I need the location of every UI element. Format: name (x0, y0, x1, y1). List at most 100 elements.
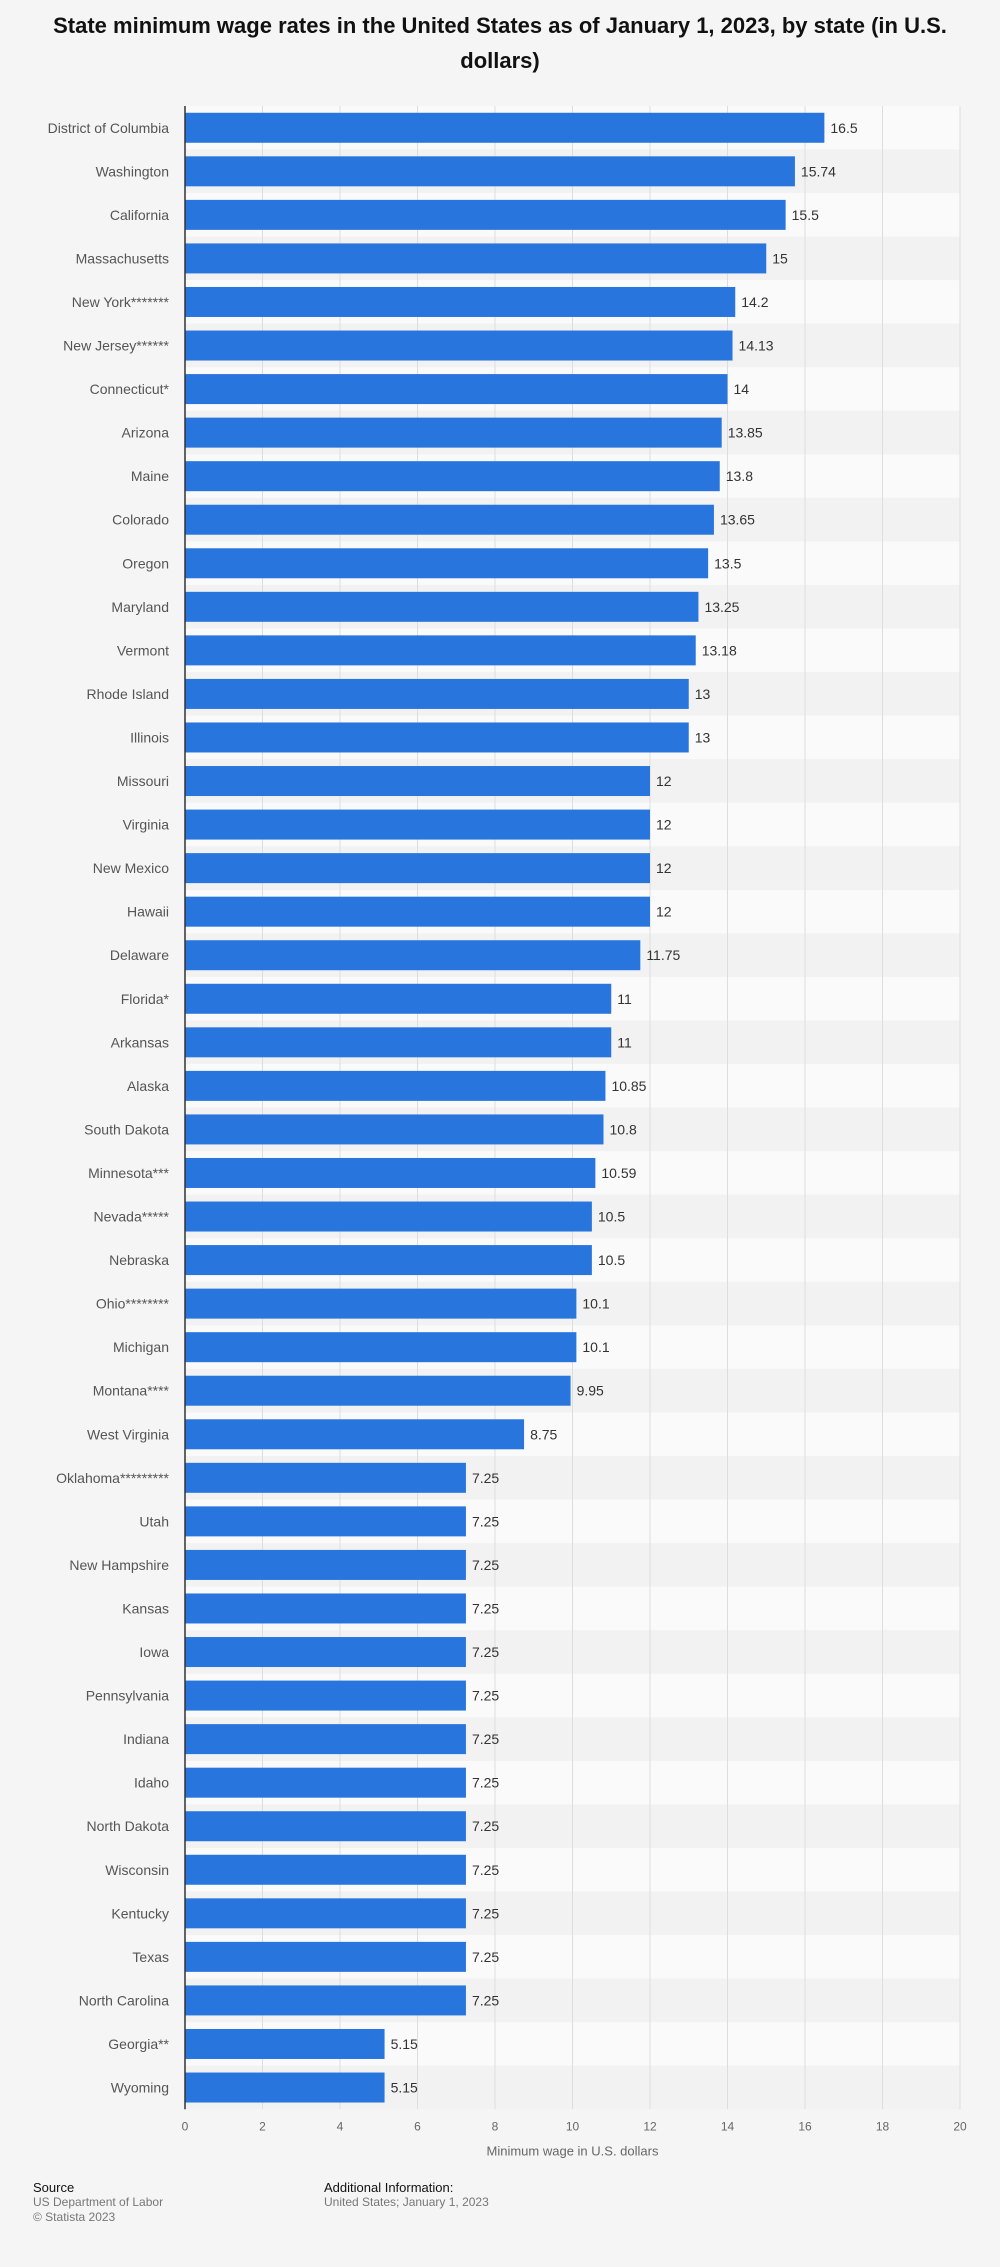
category-label: Illinois (130, 729, 169, 745)
category-label: New Hampshire (69, 1557, 169, 1573)
value-label: 13.25 (704, 599, 739, 615)
bar (185, 1854, 466, 1885)
bar (185, 1680, 466, 1711)
value-label: 10.8 (610, 1121, 637, 1137)
category-label: Montana**** (93, 1383, 170, 1399)
category-label: Vermont (117, 642, 169, 658)
category-label: Massachusetts (76, 250, 169, 266)
bar (185, 2072, 385, 2103)
bar (185, 1985, 466, 2016)
category-label: Wisconsin (105, 1862, 169, 1878)
additional-info-block: Additional Information: United States; J… (324, 2180, 489, 2210)
bar (185, 1462, 466, 1493)
value-label: 7.25 (472, 1818, 499, 1834)
category-label: Missouri (117, 773, 169, 789)
category-label: Michigan (113, 1339, 169, 1355)
category-label: Oklahoma********* (56, 1470, 169, 1486)
bar (185, 2028, 385, 2059)
category-label: California (110, 207, 169, 223)
bar (185, 1114, 604, 1145)
x-tick-label: 8 (492, 2119, 499, 2133)
category-label: Wyoming (111, 2080, 169, 2096)
bar (185, 417, 722, 448)
value-label: 11.75 (646, 947, 680, 963)
bar (185, 461, 720, 492)
x-tick-label: 14 (721, 2119, 735, 2133)
value-label: 7.25 (472, 1949, 499, 1965)
value-label: 14 (734, 381, 750, 397)
category-label: North Carolina (79, 1992, 169, 2008)
chart-title: State minimum wage rates in the United S… (53, 13, 947, 73)
bar (185, 1027, 612, 1058)
source-block: Source US Department of Labor © Statista… (33, 2180, 163, 2225)
category-label: Nevada***** (94, 1209, 170, 1225)
bar (185, 1549, 466, 1580)
value-label: 10.1 (582, 1296, 609, 1312)
value-label: 7.25 (472, 1862, 499, 1878)
category-label: Maryland (111, 599, 169, 615)
category-label: Georgia** (108, 2036, 169, 2052)
category-label: Alaska (127, 1078, 169, 1094)
bar (185, 1288, 577, 1319)
bar (185, 722, 689, 753)
category-label: Arizona (122, 425, 170, 441)
category-label: New Mexico (93, 860, 169, 876)
category-label: Idaho (134, 1775, 169, 1791)
value-label: 15.74 (801, 163, 836, 179)
bar (185, 156, 795, 187)
value-label: 9.95 (577, 1383, 604, 1399)
bar (185, 1593, 466, 1624)
category-label: Virginia (123, 817, 170, 833)
value-label: 12 (656, 904, 672, 920)
category-label: Iowa (139, 1644, 169, 1660)
bar (185, 112, 825, 143)
category-label: Colorado (112, 512, 169, 528)
bar (185, 286, 736, 317)
bar (185, 591, 699, 622)
value-label: 5.15 (391, 2036, 418, 2052)
x-tick-label: 0 (182, 2119, 189, 2133)
x-tick-label: 6 (414, 2119, 421, 2133)
category-label: Nebraska (109, 1252, 169, 1268)
x-axis-title: Minimum wage in U.S. dollars (487, 2143, 659, 2158)
value-label: 12 (656, 773, 672, 789)
value-label: 10.5 (598, 1252, 625, 1268)
category-labels: District of Columbia Washington California… (48, 120, 170, 2096)
bar (185, 1157, 596, 1188)
value-label: 7.25 (472, 1600, 499, 1616)
category-label: Indiana (123, 1731, 169, 1747)
category-label: Washington (96, 163, 169, 179)
category-label: Delaware (110, 947, 169, 963)
category-label: Utah (139, 1513, 169, 1529)
value-label: 13.65 (720, 512, 755, 528)
bar (185, 1332, 577, 1363)
category-label: Oregon (122, 555, 169, 571)
value-label: 15.5 (792, 207, 819, 223)
value-label: 12 (656, 817, 672, 833)
category-label: Rhode Island (86, 686, 169, 702)
additional-info-line: United States; January 1, 2023 (324, 2195, 489, 2209)
value-label: 16.5 (830, 120, 857, 136)
value-label: 7.25 (472, 1644, 499, 1660)
category-label: Kansas (122, 1600, 169, 1616)
value-label: 7.25 (472, 1688, 499, 1704)
category-label: Hawaii (127, 904, 169, 920)
bar (185, 374, 728, 405)
x-tick-label: 2 (259, 2119, 266, 2133)
value-label: 7.25 (472, 1470, 499, 1486)
category-label: Connecticut* (90, 381, 170, 397)
value-label: 7.25 (472, 1513, 499, 1529)
bar (185, 1637, 466, 1668)
source-line: US Department of Labor (33, 2195, 164, 2209)
bar (185, 1245, 592, 1276)
x-axis-ticks: 0 2 4 6 8 10 12 14 16 18 20 (182, 2119, 967, 2133)
value-label: 13 (695, 686, 711, 702)
value-label: 13 (695, 729, 711, 745)
value-label: 11 (617, 991, 632, 1007)
copyright-line: © Statista 2023 (33, 2210, 116, 2224)
x-tick-label: 10 (566, 2119, 580, 2133)
category-label: North Dakota (87, 1818, 170, 1834)
additional-info-heading: Additional Information: (324, 2180, 454, 2195)
category-label: Texas (132, 1949, 169, 1965)
bar (185, 330, 733, 361)
